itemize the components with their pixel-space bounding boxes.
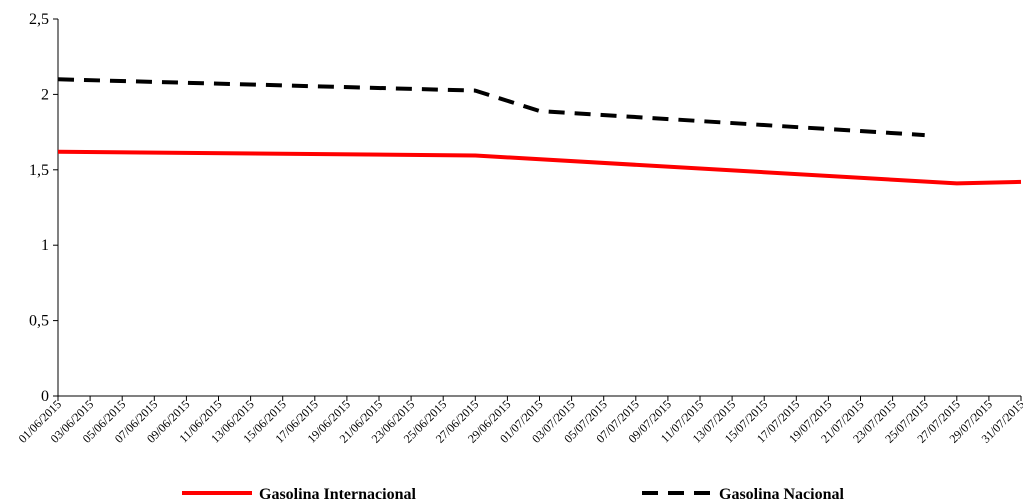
series-layer <box>57 77 1022 186</box>
y-axis: 0 0,5 1 1,5 2 2,5 <box>29 11 59 405</box>
series-line-gasolina-nacional <box>57 77 925 138</box>
series-line-gasolina-internacional <box>57 149 1022 186</box>
y-tick-label: 2 <box>41 86 49 103</box>
legend: Gasolina Internacional Gasolina Nacional <box>182 486 844 503</box>
y-tick-label: 1,5 <box>29 162 49 179</box>
y-tick-label: 0 <box>41 388 49 405</box>
legend-label: Gasolina Internacional <box>259 486 416 503</box>
legend-label: Gasolina Nacional <box>719 486 844 503</box>
x-axis: 01/06/201503/06/201505/06/201507/06/2015… <box>16 395 1023 446</box>
y-tick-label: 2,5 <box>29 11 49 28</box>
y-tick-label: 0,5 <box>29 313 49 330</box>
y-tick-label: 1 <box>41 237 49 254</box>
